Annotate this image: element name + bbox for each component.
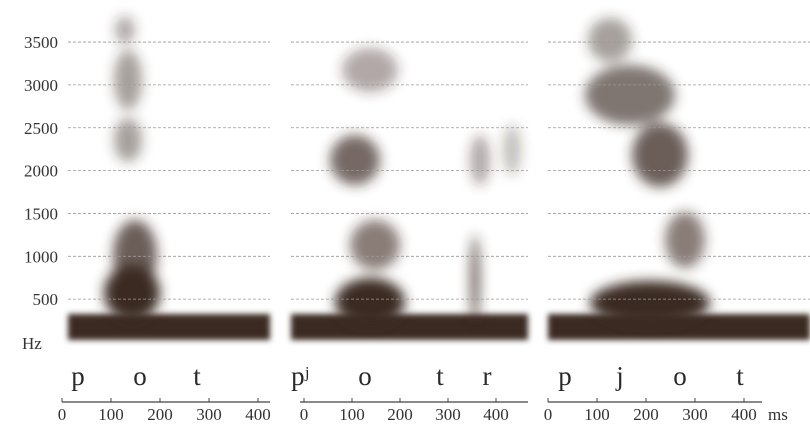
phoneme-label: p <box>71 361 85 391</box>
y-unit: Hz <box>22 334 42 353</box>
phoneme-label: o <box>358 361 372 391</box>
spectrograms <box>68 16 810 340</box>
y-tick-label: 1000 <box>24 247 58 266</box>
x-tick-label: 300 <box>682 405 708 424</box>
x-tick-label: 0 <box>544 405 553 424</box>
y-tick-label: 2500 <box>24 119 58 138</box>
x-tick-label: 0 <box>58 405 67 424</box>
phoneme-label: pʲ <box>291 361 309 391</box>
x-tick-label: 100 <box>584 405 610 424</box>
x-tick-label: 400 <box>731 405 757 424</box>
y-tick-label: 3000 <box>24 76 58 95</box>
x-tick-label: 300 <box>435 405 461 424</box>
x-tick-label: 0 <box>300 405 309 424</box>
y-tick-label: 1500 <box>24 204 58 223</box>
phoneme-label: p <box>558 361 572 391</box>
x-unit: ms <box>768 405 788 424</box>
phoneme-label: r <box>483 361 492 391</box>
phoneme-label: j <box>615 361 624 391</box>
x-tick-label: 400 <box>245 405 271 424</box>
phoneme-label: o <box>133 361 147 391</box>
phoneme-label: o <box>673 361 687 391</box>
x-tick-label: 200 <box>147 405 173 424</box>
x-tick-label: 300 <box>196 405 222 424</box>
x-tick-label: 200 <box>387 405 413 424</box>
phoneme-label: t <box>736 361 744 391</box>
y-tick-label: 500 <box>33 290 59 309</box>
y-tick-label: 3500 <box>24 33 58 52</box>
phoneme-label: t <box>436 361 444 391</box>
x-tick-label: 200 <box>633 405 659 424</box>
y-tick-label: 2000 <box>24 162 58 181</box>
x-tick-label: 100 <box>98 405 124 424</box>
x-tick-label: 100 <box>339 405 365 424</box>
x-tick-label: 400 <box>483 405 509 424</box>
phoneme-label: t <box>193 361 201 391</box>
